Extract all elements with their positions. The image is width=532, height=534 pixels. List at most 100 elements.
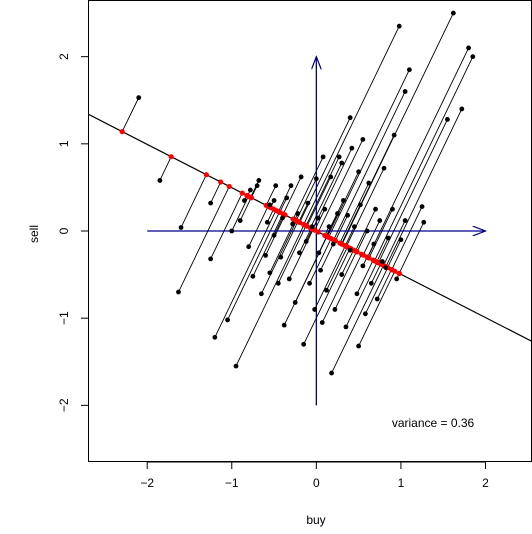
projected-point (389, 267, 395, 273)
projected-point (119, 129, 125, 135)
projection-segment (121, 97, 140, 132)
x-axis-title: buy (306, 513, 325, 527)
data-point (318, 267, 323, 273)
projection-segment (279, 197, 288, 213)
projection-segment (210, 181, 222, 204)
projection-segment (345, 261, 378, 328)
data-point (316, 250, 322, 256)
data-point (212, 334, 218, 340)
y-tick-label: −1 (57, 311, 71, 325)
projection-segment (178, 186, 230, 293)
projection-segment (318, 236, 328, 253)
data-point (329, 370, 334, 376)
projected-point (375, 260, 382, 266)
projection-segment (368, 209, 393, 259)
data-point (394, 276, 400, 282)
projection-segment (252, 213, 284, 277)
projected-point (331, 237, 337, 243)
projected-point (226, 183, 232, 190)
projection-segment (334, 215, 349, 241)
projection-segment (367, 47, 469, 258)
projection-segment (292, 156, 324, 220)
data-point (466, 45, 471, 51)
projection-segment (356, 230, 368, 253)
projection-segment (321, 251, 357, 323)
data-point (313, 176, 319, 182)
data-point (312, 307, 318, 312)
y-axis-title: sell (27, 225, 41, 243)
data-point (233, 363, 239, 369)
projection-segment (358, 270, 396, 347)
data-point (352, 224, 357, 230)
projected-point (371, 258, 378, 264)
projection-segment (248, 206, 269, 247)
data-point (286, 276, 292, 282)
projection-segment (376, 269, 392, 300)
projection-segment (387, 239, 402, 268)
projection-segment (303, 25, 400, 225)
variance-annotation: variance = 0.36 (392, 416, 475, 430)
plot-area (88, 10, 532, 406)
projected-point (263, 202, 269, 208)
projection-segment (376, 237, 389, 263)
data-point (176, 289, 181, 295)
data-point (371, 241, 377, 247)
projection-segment (298, 202, 309, 223)
data-point (390, 206, 395, 212)
data-point (303, 239, 309, 244)
data-point (292, 300, 298, 305)
projection-segment (309, 238, 332, 284)
projection-segment (364, 267, 389, 315)
data-point (421, 219, 427, 225)
projection-segments (121, 12, 474, 374)
projection-segment (159, 156, 172, 181)
data-point (341, 198, 346, 203)
data-point (307, 280, 312, 286)
data-point (360, 137, 366, 142)
projection-segment (339, 182, 370, 244)
projected-point (280, 211, 286, 217)
projection-segment (180, 174, 207, 228)
data-point (264, 219, 270, 225)
projection-segment (277, 225, 307, 284)
data-point (246, 244, 252, 250)
data-point (357, 202, 363, 208)
data-point (385, 235, 391, 241)
data-points (136, 10, 476, 376)
projection-segment (235, 224, 305, 367)
data-point (263, 253, 268, 258)
data-point (229, 228, 235, 234)
data-point (328, 174, 334, 180)
data-point (345, 212, 351, 218)
data-point (445, 117, 450, 122)
projection-segment (317, 139, 364, 233)
data-point (336, 154, 342, 160)
x-tick-label: 1 (398, 476, 405, 490)
projected-point (290, 216, 296, 222)
data-point (406, 67, 412, 73)
data-point (319, 320, 325, 325)
data-point (450, 10, 456, 16)
projected-point (326, 234, 332, 240)
projection-segment (333, 91, 406, 241)
y-tick-label: 1 (57, 140, 71, 147)
data-point (324, 287, 329, 293)
data-point (396, 23, 402, 29)
projection-segment (391, 206, 423, 270)
y-tick-label: 2 (57, 53, 71, 60)
projection-segment (356, 259, 374, 294)
data-point (242, 198, 247, 203)
projected-point (248, 194, 254, 200)
projected-point (218, 179, 224, 185)
data-point (349, 145, 355, 151)
projected-point (352, 248, 359, 254)
projection-segment (250, 180, 260, 198)
projected-point (339, 241, 345, 247)
data-point (373, 206, 378, 212)
data-point (419, 204, 425, 209)
data-point (379, 259, 385, 264)
y-tick-label: 0 (57, 227, 71, 234)
projected-point (275, 208, 282, 215)
projection-segment (314, 245, 346, 310)
projected-point (343, 243, 349, 249)
